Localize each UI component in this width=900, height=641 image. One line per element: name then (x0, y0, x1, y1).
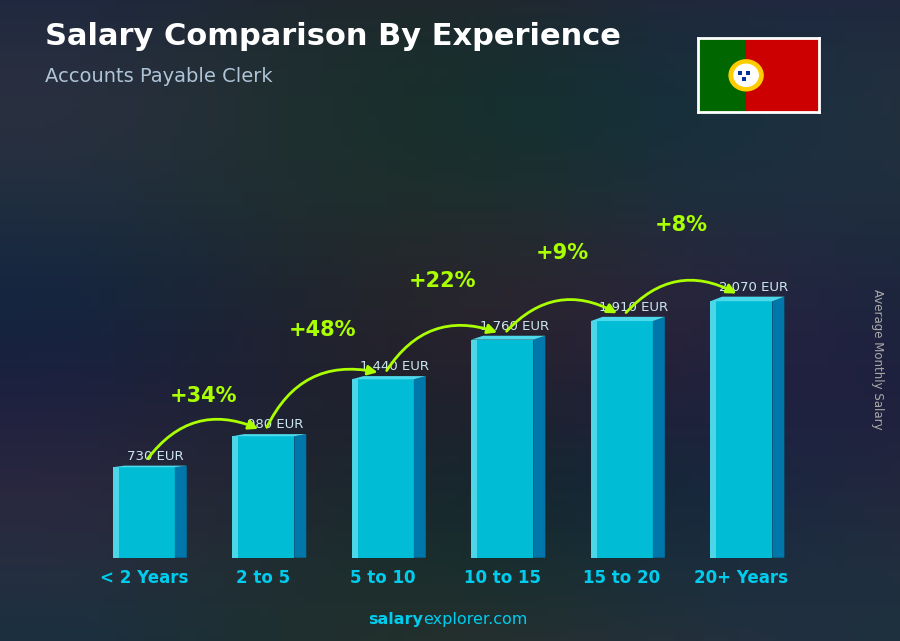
Bar (352, 379, 358, 558)
Polygon shape (414, 376, 426, 558)
Text: +22%: +22% (409, 271, 476, 291)
Bar (746, 71, 750, 75)
Bar (590, 321, 597, 558)
Text: 1,440 EUR: 1,440 EUR (360, 360, 429, 373)
Polygon shape (112, 465, 186, 467)
Text: Salary Comparison By Experience: Salary Comparison By Experience (45, 22, 621, 51)
Bar (710, 301, 716, 558)
Polygon shape (175, 465, 186, 558)
Bar (232, 437, 294, 558)
Bar (710, 301, 772, 558)
Bar (698, 38, 746, 112)
Polygon shape (772, 297, 784, 558)
Text: +8%: +8% (655, 215, 708, 235)
Polygon shape (232, 434, 306, 437)
Polygon shape (534, 336, 545, 558)
Bar (738, 71, 742, 75)
Text: salary: salary (368, 612, 423, 627)
Polygon shape (352, 376, 426, 379)
Text: Average Monthly Salary: Average Monthly Salary (871, 288, 884, 429)
Polygon shape (652, 317, 665, 558)
Bar (472, 340, 477, 558)
Bar (232, 437, 239, 558)
Text: 980 EUR: 980 EUR (247, 418, 303, 431)
Text: +34%: +34% (170, 385, 238, 406)
Circle shape (734, 64, 758, 87)
Polygon shape (294, 434, 306, 558)
Polygon shape (472, 336, 545, 340)
Text: 2,070 EUR: 2,070 EUR (719, 281, 788, 294)
Circle shape (729, 60, 763, 91)
Text: explorer.com: explorer.com (423, 612, 527, 627)
Bar (590, 321, 652, 558)
Text: Accounts Payable Clerk: Accounts Payable Clerk (45, 67, 273, 87)
Bar (352, 379, 414, 558)
Text: +9%: +9% (536, 244, 589, 263)
Bar (112, 467, 175, 558)
Text: 1,760 EUR: 1,760 EUR (480, 320, 549, 333)
Text: +48%: +48% (289, 320, 356, 340)
Bar (112, 467, 119, 558)
Text: 1,910 EUR: 1,910 EUR (599, 301, 669, 313)
Polygon shape (590, 317, 665, 321)
Bar (472, 340, 534, 558)
Text: 730 EUR: 730 EUR (128, 449, 184, 463)
Bar (742, 77, 746, 81)
Polygon shape (710, 297, 784, 301)
